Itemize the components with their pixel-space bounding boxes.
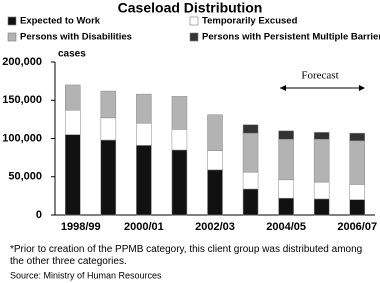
bar-segment	[242, 171, 259, 190]
legend-swatch	[189, 32, 199, 42]
y-tick-label: 200,000	[2, 56, 42, 68]
bar-segment	[349, 184, 365, 200]
bar-segment	[313, 181, 330, 200]
bar-segment	[349, 199, 365, 216]
y-tick-label: 150,000	[2, 94, 42, 106]
footnote-box: *Prior to creation of the PPMB category,…	[10, 244, 363, 267]
legend-swatch	[7, 32, 17, 42]
chart-title: Caseload Distribution	[118, 0, 263, 16]
legend-label: Persons with Persistent Multiple Barrier…	[202, 32, 380, 43]
x-tick-label: 2000/01	[124, 221, 164, 233]
x-tick-label: 2006/07	[337, 221, 377, 233]
bar-segment	[100, 139, 117, 216]
bar-segment	[313, 198, 330, 216]
y-tick-label: 0	[36, 209, 42, 221]
bar-segment	[278, 197, 294, 216]
annotation: Forecast	[301, 70, 338, 82]
bar-segment	[171, 96, 188, 130]
legend-label: Temporarily Excused	[202, 16, 298, 27]
bar-segment	[242, 124, 259, 134]
y-axis-label: cases	[58, 49, 86, 60]
bar-segment	[313, 139, 330, 183]
bar-segment	[65, 84, 81, 111]
footnote: *Prior to creation of the PPMB category,…	[10, 244, 363, 267]
bar-segment	[65, 134, 81, 216]
bar-segment	[313, 132, 330, 140]
legend-swatch	[7, 16, 17, 26]
bar-segment	[242, 132, 259, 173]
bar-segment	[242, 188, 259, 216]
arrow-head	[280, 85, 286, 91]
bar-segment	[136, 93, 152, 124]
x-tick-label: 2002/03	[195, 221, 235, 233]
bar-segment	[171, 129, 188, 151]
bar-segment	[349, 140, 365, 185]
bar-segment	[278, 139, 294, 181]
bar-segment	[136, 145, 152, 216]
legend-label: Expected to Work	[20, 16, 101, 27]
arrow-head	[359, 85, 365, 91]
legend-label: Persons with Disabilities	[20, 32, 132, 43]
bar-segment	[171, 149, 188, 216]
x-tick-label: 1998/99	[61, 221, 101, 233]
bar-segment	[100, 117, 117, 141]
bar-segment	[349, 132, 365, 142]
bar-segment	[65, 109, 81, 135]
source: Source: Ministry of Human Resources	[10, 270, 162, 280]
bar-segment	[207, 169, 223, 216]
bar-segment	[207, 114, 223, 151]
bar-segment	[278, 130, 294, 140]
bar-segment	[136, 122, 152, 146]
bar-segment	[278, 179, 294, 199]
bar-segment	[100, 90, 117, 119]
x-tick-label: 2004/05	[266, 221, 306, 233]
bar-segment	[207, 150, 223, 171]
legend-swatch	[189, 16, 199, 26]
y-tick-label: 100,000	[2, 132, 42, 144]
y-tick-label: 50,000	[8, 171, 42, 183]
